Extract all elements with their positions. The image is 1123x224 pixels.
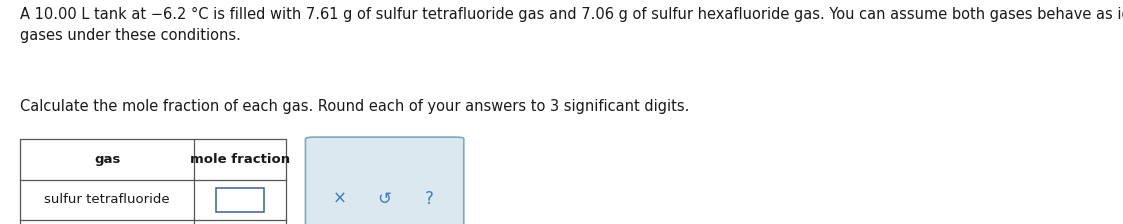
Text: ?: ?: [426, 190, 433, 208]
Text: gas: gas: [94, 153, 120, 166]
FancyBboxPatch shape: [305, 137, 464, 224]
Text: ×: ×: [332, 190, 347, 208]
Bar: [217, 188, 264, 212]
Text: ↺: ↺: [377, 190, 392, 208]
Text: mole fraction: mole fraction: [190, 153, 291, 166]
Bar: [20, 139, 286, 224]
Text: sulfur tetrafluoride: sulfur tetrafluoride: [45, 193, 170, 207]
Text: Calculate the mole fraction of each gas. Round each of your answers to 3 signifi: Calculate the mole fraction of each gas.…: [20, 99, 690, 114]
Text: A 10.00 L tank at −6.2 °C is filled with 7.61 g of sulfur tetrafluoride gas and : A 10.00 L tank at −6.2 °C is filled with…: [20, 7, 1123, 43]
